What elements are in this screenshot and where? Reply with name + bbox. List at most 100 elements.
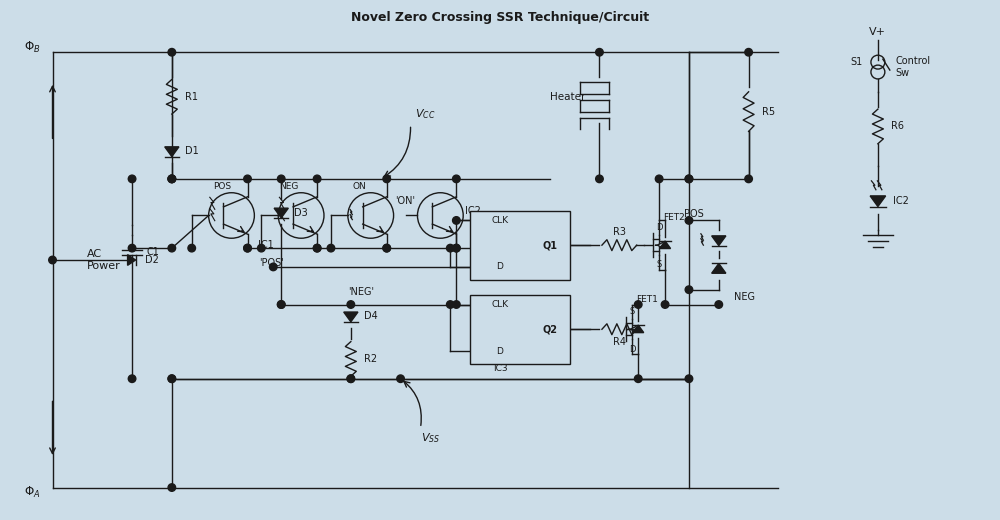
- Circle shape: [168, 484, 176, 491]
- Polygon shape: [165, 147, 179, 157]
- Circle shape: [347, 375, 355, 383]
- Circle shape: [685, 375, 693, 383]
- Text: D3: D3: [294, 207, 308, 217]
- Polygon shape: [660, 241, 671, 249]
- Circle shape: [634, 301, 642, 308]
- Polygon shape: [128, 255, 136, 265]
- Circle shape: [453, 175, 460, 183]
- Text: C1: C1: [147, 247, 160, 257]
- Text: FET2: FET2: [663, 213, 685, 222]
- Circle shape: [258, 244, 265, 252]
- Circle shape: [745, 175, 752, 183]
- Circle shape: [685, 175, 693, 183]
- Circle shape: [661, 301, 669, 308]
- Circle shape: [383, 175, 391, 183]
- Text: R6: R6: [891, 122, 904, 132]
- Circle shape: [313, 175, 321, 183]
- Polygon shape: [633, 325, 644, 333]
- Circle shape: [596, 48, 603, 56]
- Text: Novel Zero Crossing SSR Technique/Circuit: Novel Zero Crossing SSR Technique/Circui…: [351, 11, 649, 24]
- Circle shape: [128, 244, 136, 252]
- Text: Control
Sw: Control Sw: [896, 56, 931, 78]
- Circle shape: [685, 286, 693, 293]
- Circle shape: [49, 256, 56, 264]
- Circle shape: [453, 217, 460, 224]
- Text: ON: ON: [353, 183, 367, 191]
- Text: Q1: Q1: [542, 240, 557, 250]
- Circle shape: [277, 301, 285, 308]
- Circle shape: [168, 48, 176, 56]
- Circle shape: [383, 244, 391, 252]
- Text: R4: R4: [613, 337, 626, 347]
- Circle shape: [313, 244, 321, 252]
- Text: 'ON': 'ON': [396, 196, 416, 205]
- Circle shape: [168, 175, 176, 183]
- Circle shape: [453, 244, 460, 252]
- Circle shape: [168, 244, 176, 252]
- Circle shape: [453, 244, 460, 252]
- Circle shape: [397, 375, 404, 383]
- Text: FET1: FET1: [636, 295, 658, 304]
- Text: NEG: NEG: [279, 183, 299, 191]
- Text: $V_{CC}$: $V_{CC}$: [415, 108, 436, 122]
- Circle shape: [188, 244, 196, 252]
- Text: $\Phi_A$: $\Phi_A$: [24, 485, 41, 500]
- Text: IC3: IC3: [493, 365, 507, 373]
- Circle shape: [446, 244, 454, 252]
- Text: NEG: NEG: [734, 292, 755, 302]
- Polygon shape: [870, 196, 886, 206]
- Circle shape: [244, 244, 251, 252]
- Circle shape: [634, 375, 642, 383]
- Polygon shape: [274, 208, 288, 218]
- Circle shape: [685, 175, 693, 183]
- Text: Q2: Q2: [542, 324, 557, 334]
- Circle shape: [269, 263, 277, 271]
- Circle shape: [745, 48, 752, 56]
- Text: $V_{SS}$: $V_{SS}$: [421, 431, 440, 445]
- Text: IC2: IC2: [465, 205, 481, 215]
- Circle shape: [168, 175, 176, 183]
- Circle shape: [347, 301, 355, 308]
- Text: S: S: [656, 261, 661, 269]
- Text: D2: D2: [145, 255, 159, 265]
- Circle shape: [446, 301, 454, 308]
- Circle shape: [313, 244, 321, 252]
- Circle shape: [168, 375, 176, 383]
- Text: POS: POS: [684, 209, 704, 218]
- Text: D1: D1: [185, 146, 199, 156]
- Text: R1: R1: [185, 92, 198, 102]
- Text: S: S: [629, 307, 635, 316]
- Text: D: D: [629, 345, 636, 354]
- Text: 'NEG': 'NEG': [348, 287, 374, 296]
- Polygon shape: [344, 312, 358, 322]
- Text: CLK: CLK: [491, 300, 509, 309]
- Circle shape: [277, 175, 285, 183]
- Circle shape: [244, 244, 251, 252]
- Text: V+: V+: [869, 28, 886, 37]
- Text: AC
Power: AC Power: [87, 249, 121, 271]
- Circle shape: [383, 244, 391, 252]
- Text: 'POS': 'POS': [259, 258, 284, 268]
- Text: $\Phi_B$: $\Phi_B$: [24, 40, 41, 55]
- Circle shape: [327, 244, 335, 252]
- Text: D: D: [497, 263, 503, 271]
- Text: R3: R3: [613, 227, 626, 237]
- Text: CLK: CLK: [491, 216, 509, 225]
- Circle shape: [453, 301, 460, 308]
- Text: R2: R2: [364, 354, 377, 364]
- Circle shape: [347, 375, 355, 383]
- Text: Heater: Heater: [550, 92, 585, 102]
- Circle shape: [168, 375, 176, 383]
- Bar: [470, 295, 570, 364]
- Text: S1: S1: [851, 57, 863, 67]
- Polygon shape: [712, 236, 726, 245]
- Polygon shape: [712, 264, 726, 273]
- Circle shape: [715, 301, 723, 308]
- Text: POS: POS: [214, 183, 232, 191]
- Circle shape: [685, 217, 693, 224]
- Circle shape: [128, 175, 136, 183]
- Text: R5: R5: [762, 107, 775, 116]
- Circle shape: [168, 175, 176, 183]
- Circle shape: [244, 175, 251, 183]
- Text: IC2: IC2: [893, 196, 909, 205]
